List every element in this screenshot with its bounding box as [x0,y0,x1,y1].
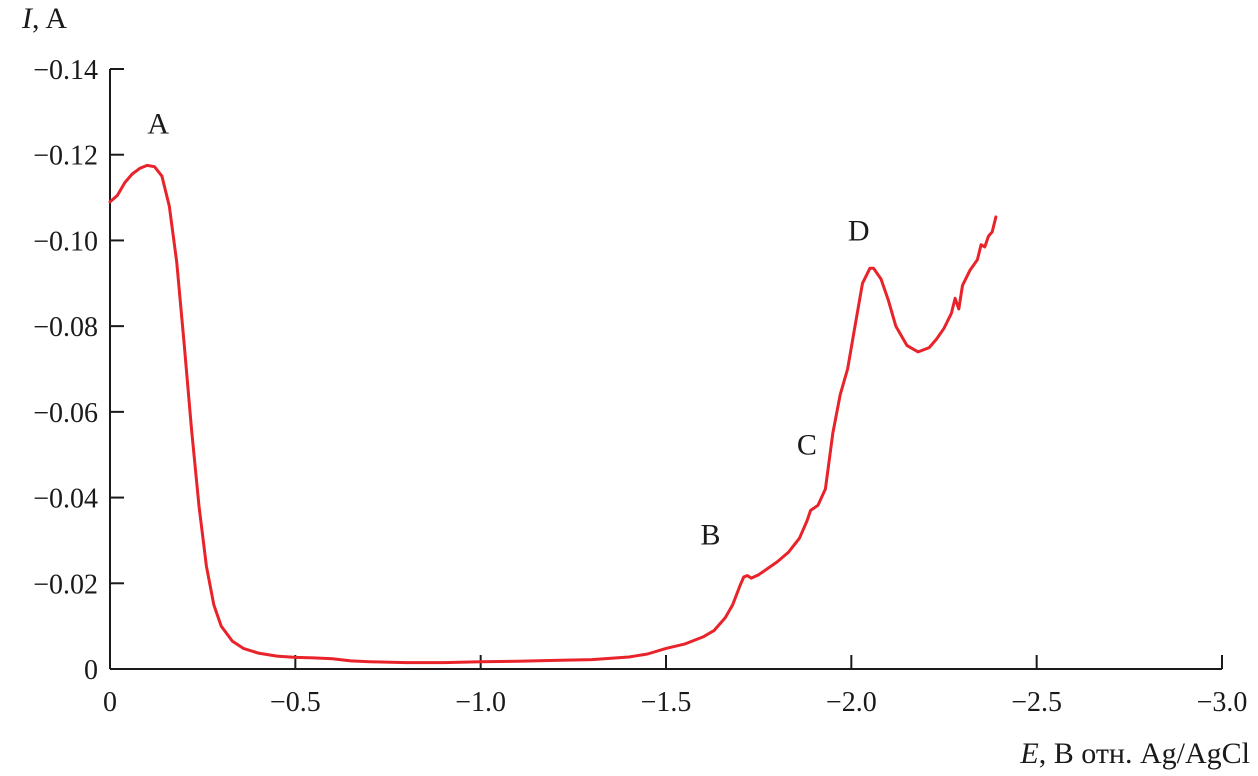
x-tick-label: −1.5 [641,687,692,718]
series-layer [108,163,998,665]
x-axis-unit: , В отн. Ag/AgCl [1039,737,1250,770]
y-axis-symbol: I [21,2,34,35]
x-tick-label: −2.0 [826,687,877,718]
peak-label: A [147,107,169,140]
y-tick-label: 0 [84,655,98,686]
x-axis-symbol: E [1019,737,1038,770]
y-tick-label: −0.12 [33,141,98,172]
y-tick-label: −0.14 [33,55,98,86]
y-tick-label: −0.08 [33,312,98,343]
annotation-layer: A B C D [147,107,869,551]
y-tick-label: −0.06 [33,398,98,429]
x-axis-label: E, В отн. Ag/AgCl [1019,737,1250,770]
y-tick-label: −0.02 [33,569,98,600]
series-line [108,163,998,665]
x-ticks: 0 −0.5 −1.0 −1.5 −2.0 −2.5 −3.0 [103,655,1247,718]
y-tick-label: −0.10 [33,226,98,257]
x-tick-label: −3.0 [1197,687,1248,718]
x-tick-label: −1.0 [455,687,506,718]
y-axis-unit: , A [32,2,67,35]
x-tick-label: −2.5 [1011,687,1062,718]
peak-label: B [700,519,720,552]
y-axis-label: I, A [21,2,67,35]
peak-label: D [848,214,870,247]
y-ticks: 0 −0.02 −0.04 −0.06 −0.08 −0.10 −0.12 −0.14 [33,55,124,686]
x-tick-label: −0.5 [270,687,321,718]
x-tick-label: 0 [103,687,117,718]
peak-label: C [797,429,817,462]
y-tick-label: −0.04 [33,484,98,515]
